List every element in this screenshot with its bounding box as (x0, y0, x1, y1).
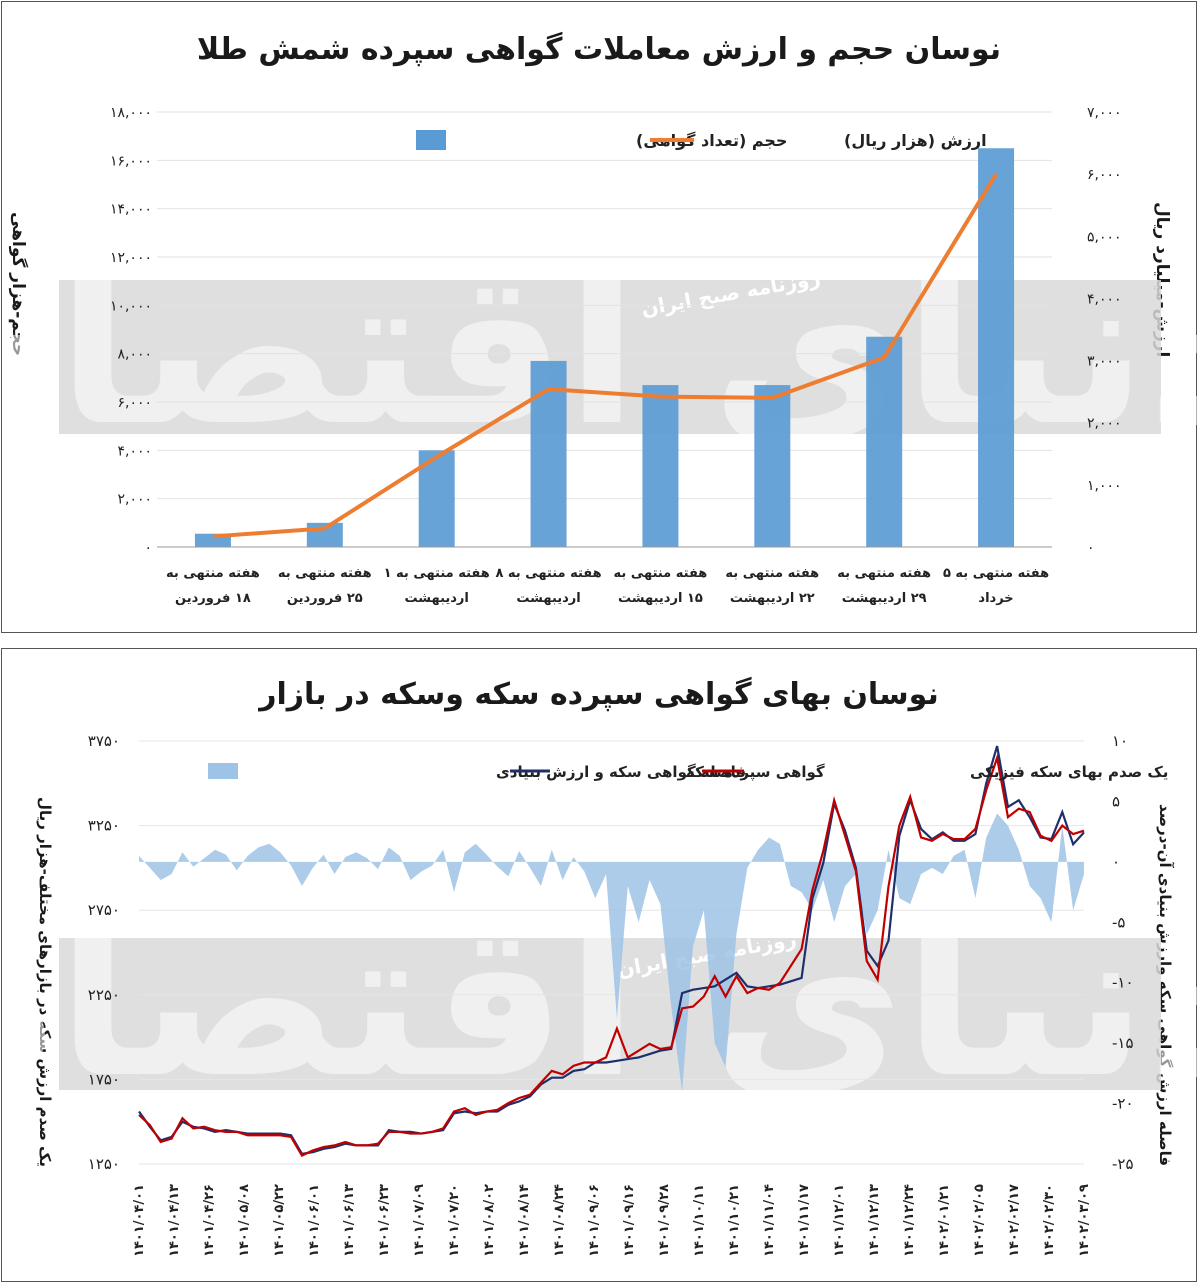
x-tick-label: ۱۴۰۱/۰۹/۰۶ (587, 1184, 602, 1257)
right-tick-label: ۵,۰۰۰ (1087, 229, 1122, 245)
left-tick-label: ۳۲۵۰ (88, 817, 120, 835)
left-tick-label: ۱۴,۰۰۰ (110, 202, 152, 218)
x-tick-label: ۱۴۰۲/۰۲/۰۵ (972, 1184, 987, 1257)
right-tick-label: ۵ (1112, 792, 1120, 810)
volume-bar (642, 385, 679, 547)
left-tick-label: ۶,۰۰۰ (117, 395, 152, 411)
left-tick-label: ۱۰,۰۰۰ (110, 298, 152, 314)
right-tick-label: ۲,۰۰۰ (1087, 416, 1122, 432)
watermark-logo-text: دنیای اقتصاد (2, 879, 1198, 1124)
left-tick-label: ۰ (144, 540, 152, 556)
gap-area-series (139, 813, 1084, 1092)
right-tick-label: ۰ (1087, 540, 1095, 556)
x-tick-label: ۱۴۰۱/۱۰/۲۱ (727, 1184, 742, 1257)
right-tick-label: -۱۵ (1112, 1034, 1134, 1052)
x-tick-label: ۱۴۰۱/۰۸/۰۲ (482, 1184, 497, 1257)
x-tick-label: ۱۴۰۱/۰۷/۰۹ (412, 1184, 427, 1257)
coin-series-line (138, 753, 1085, 1157)
chart2-title: نوسان بهای گواهی سپرده سکه وسکه در بازار (259, 677, 939, 712)
left-tick-label: ۱۲,۰۰۰ (110, 250, 152, 266)
x-tick-label: ۱۴۰۱/۰۴/۰۱ (132, 1184, 147, 1257)
right-tick-label: ۱,۰۰۰ (1087, 478, 1122, 494)
x-tick-label: ۱۴۰۱/۱۲/۰۱ (832, 1184, 847, 1257)
legend-label-value: ارزش (هزار ریال) (844, 131, 987, 150)
x-tick-label: ۱۴۰۲/۰۲/۱۷ (1007, 1184, 1022, 1257)
right-tick-label: ۳,۰۰۰ (1087, 354, 1122, 370)
left-tick-label: ۳۷۵۰ (88, 732, 120, 750)
x-tick-label: اردیبهشت (405, 591, 469, 606)
left-tick-label: ۱۸,۰۰۰ (110, 105, 152, 121)
x-tick-label: ۲۹ اردیبهشت (842, 591, 927, 606)
x-tick-label: ۱۴۰۲/۰۲/۳۰ (1042, 1184, 1057, 1257)
right-tick-label: ۶,۰۰۰ (1087, 167, 1122, 183)
watermark-band (59, 938, 1161, 1090)
x-tick-label: هفته منتهی به (837, 566, 931, 581)
x-tick-label: ۱۴۰۱/۰۸/۲۴ (552, 1184, 567, 1257)
left-tick-label: ۲,۰۰۰ (117, 492, 152, 508)
right-tick-label: -۲۵ (1112, 1155, 1134, 1173)
x-tick-label: ۱۴۰۱/۱۱/۱۷ (797, 1184, 812, 1257)
x-tick-label: ۱۴۰۱/۰۸/۱۴ (517, 1184, 532, 1257)
left-tick-label: ۲۷۵۰ (88, 901, 120, 919)
left-tick-label: ۴,۰۰۰ (117, 443, 152, 459)
x-tick-label: ۲۵ فروردین (287, 591, 363, 606)
x-tick-label: هفته منتهی به (166, 566, 260, 581)
x-tick-label: ۱۴۰۱/۰۶/۰۱ (307, 1184, 322, 1257)
x-tick-label: ۱۴۰۱/۰۶/۱۳ (342, 1184, 357, 1257)
right-tick-label: ۷,۰۰۰ (1087, 105, 1122, 121)
coin-price-chart-panel: نوسان بهای گواهی سپرده سکه وسکه در بازار… (1, 648, 1198, 1282)
x-tick-label: هفته منتهی به ۸ (495, 566, 601, 581)
right-tick-label: ۴,۰۰۰ (1087, 291, 1122, 307)
x-tick-label: هفته منتهی به (725, 566, 819, 581)
x-tick-label: ۲۲ اردیبهشت (730, 591, 815, 606)
x-tick-label: ۱۴۰۱/۱۲/۱۳ (867, 1184, 882, 1257)
x-tick-label: ۱۴۰۱/۰۷/۲۰ (447, 1184, 462, 1257)
x-tick-label: خرداد (978, 591, 1013, 606)
legend-label-volume: حجم (تعداد گواهی) (636, 131, 787, 150)
x-tick-label: هفته منتهی به (278, 566, 372, 581)
volume-bar (754, 385, 791, 547)
x-tick-label: هفته منتهی به ۱ (384, 566, 490, 581)
legend-label-coin: یک صدم بهای سکه فیزیکی (970, 763, 1168, 781)
x-tick-label: ۱۸ فروردین (175, 591, 251, 606)
volume-value-chart-panel: نوسان حجم و ارزش معاملات گواهی سپرده شمش… (1, 1, 1198, 633)
volume-bar (866, 336, 903, 547)
right-tick-label: -۱۰ (1112, 974, 1134, 992)
x-tick-label: ۱۴۰۱/۱۰/۱۱ (692, 1184, 707, 1257)
x-tick-label: ۱۴۰۱/۱۱/۰۴ (762, 1184, 777, 1257)
x-tick-label: ۱۴۰۱/۱۲/۲۴ (902, 1184, 917, 1257)
x-tick-label: ۱۴۰۱/۰۴/۲۶ (202, 1184, 217, 1257)
legend-swatch-gap (208, 763, 238, 779)
left-tick-label: ۱۶,۰۰۰ (110, 153, 152, 169)
x-tick-label: هفته منتهی به ۵ (943, 566, 1049, 581)
legend-swatch-volume (416, 130, 446, 150)
right-tick-label: ۰ (1112, 853, 1120, 871)
legend-label-certificate: گواهی سپرده سکه (686, 763, 825, 782)
right-tick-label: -۲۰ (1112, 1095, 1134, 1113)
left-tick-label: ۱۷۵۰ (88, 1070, 120, 1088)
x-tick-label: هفته منتهی به (614, 566, 708, 581)
right-tick-label: ۱۰ (1112, 732, 1128, 750)
x-tick-label: ۱۴۰۱/۰۶/۲۳ (377, 1184, 392, 1257)
x-tick-label: ۱۴۰۱/۰۵/۰۸ (237, 1184, 252, 1257)
left-tick-label: ۲۲۵۰ (88, 986, 120, 1004)
right-tick-label: -۵ (1112, 913, 1125, 931)
x-tick-label: ۱۴۰۱/۰۹/۲۸ (657, 1184, 672, 1257)
value-series-line (212, 173, 998, 539)
watermark-logo-text: دنیای اقتصاد (2, 227, 1198, 472)
x-tick-label: ۱۴۰۲/۰۱/۲۱ (937, 1184, 952, 1257)
left-tick-label: ۱۲۵۰ (88, 1155, 120, 1173)
x-tick-label: ۱۴۰۲/۰۳/۰۹ (1077, 1184, 1092, 1257)
legend-label-gap: فاصله گواهی سکه و ارزش بنیادی (496, 763, 746, 781)
x-tick-label: ۱۴۰۱/۰۴/۱۳ (167, 1184, 182, 1257)
x-tick-label: ۱۴۰۱/۰۵/۲۲ (272, 1184, 287, 1257)
volume-bar (978, 148, 1015, 547)
x-tick-label: ۱۵ اردیبهشت (618, 591, 703, 606)
x-tick-label: اردیبهشت (516, 591, 580, 606)
left-tick-label: ۸,۰۰۰ (117, 347, 152, 363)
chart1-title: نوسان حجم و ارزش معاملات گواهی سپرده شمش… (196, 32, 1002, 67)
x-tick-label: ۱۴۰۱/۰۹/۱۶ (622, 1184, 637, 1257)
